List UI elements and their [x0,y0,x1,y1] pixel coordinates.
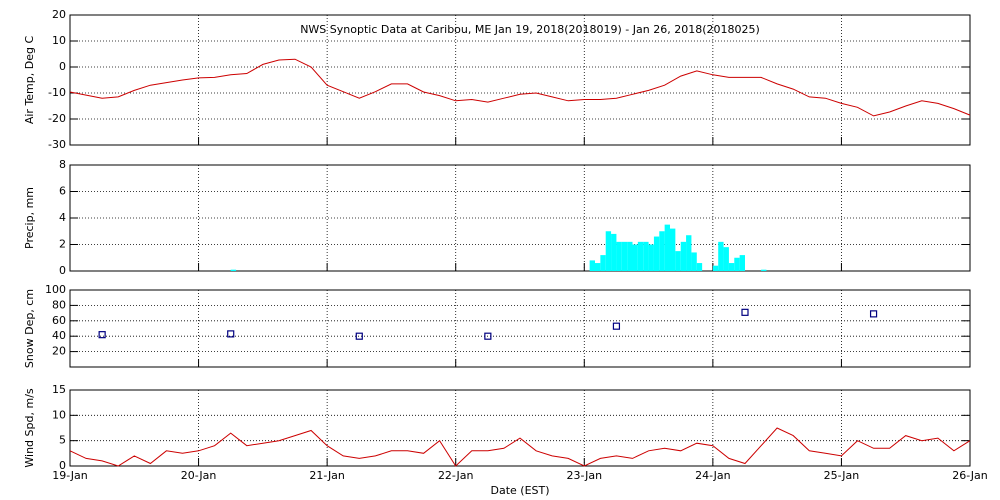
x-tick-label: 20-Jan [181,469,217,482]
bar [595,263,601,271]
y-axis-label: Precip, mm [23,187,36,249]
bar [643,241,649,271]
bar [632,244,638,271]
point [869,310,878,318]
bar [616,241,622,271]
x-tick-label: 24-Jan [695,469,731,482]
point [98,331,106,339]
data-line [69,427,971,467]
bar [739,255,745,271]
plot-frame [69,164,971,272]
point [741,308,749,316]
y-tick-label: 20 [52,8,66,21]
chart-title: NWS Synoptic Data at Caribou, ME Jan 19,… [300,23,760,36]
y-tick-label: 8 [59,158,66,171]
bar [691,252,697,271]
bar [696,263,703,271]
bar [686,235,692,271]
point [484,332,492,340]
y-tick-label: -20 [48,112,66,125]
y-axis-label: Snow Dep, cm [23,289,36,368]
x-axis-label: Date (EST) [490,484,549,497]
y-tick-label: 0 [59,459,66,472]
bar [627,241,633,271]
bar [605,231,612,271]
x-tick-label: 19-Jan [52,469,88,482]
bar [718,241,724,271]
bar [648,244,654,271]
point [355,332,363,340]
bar [600,255,606,271]
bar [653,236,660,271]
y-tick-label: 10 [52,34,66,47]
x-tick-label: 25-Jan [824,469,860,482]
point [227,330,235,338]
bar [728,263,735,271]
bar [611,233,617,271]
y-tick-label: 4 [59,211,66,224]
y-tick-label: 100 [45,283,66,296]
bar [621,241,628,271]
plot-frame [69,389,971,467]
x-tick-label: 23-Jan [567,469,603,482]
x-tick-label: 26-Jan [952,469,988,482]
plot-frame [69,14,971,146]
y-tick-label: 0 [59,60,66,73]
bar [670,228,676,271]
y-tick-label: 2 [59,238,66,251]
bar [637,241,644,271]
bar [712,265,719,271]
y-tick-label: 40 [52,329,66,342]
y-tick-label: 6 [59,185,66,198]
bar [680,241,687,271]
y-tick-label: 5 [59,434,66,447]
bar [230,269,237,271]
x-tick-label: 21-Jan [309,469,345,482]
y-tick-label: 80 [52,298,66,311]
point [612,322,621,330]
data-line [69,58,971,117]
bar [675,251,681,271]
bar [761,269,767,271]
y-tick-label: 10 [52,408,66,421]
y-tick-label: 0 [59,264,66,277]
y-axis-label: Wind Spd, m/s [23,388,36,468]
plot-frame [69,289,971,368]
y-tick-label: 15 [52,383,66,396]
y-tick-label: -10 [48,86,66,99]
x-tick-label: 22-Jan [438,469,474,482]
bar [723,247,729,271]
y-tick-label: -30 [48,138,66,151]
y-tick-label: 60 [52,314,66,327]
y-tick-label: 20 [52,345,66,358]
bar [734,257,740,271]
bar [664,224,670,271]
bar [659,231,665,271]
bar [589,260,595,271]
y-axis-label: Air Temp, Deg C [23,36,36,125]
